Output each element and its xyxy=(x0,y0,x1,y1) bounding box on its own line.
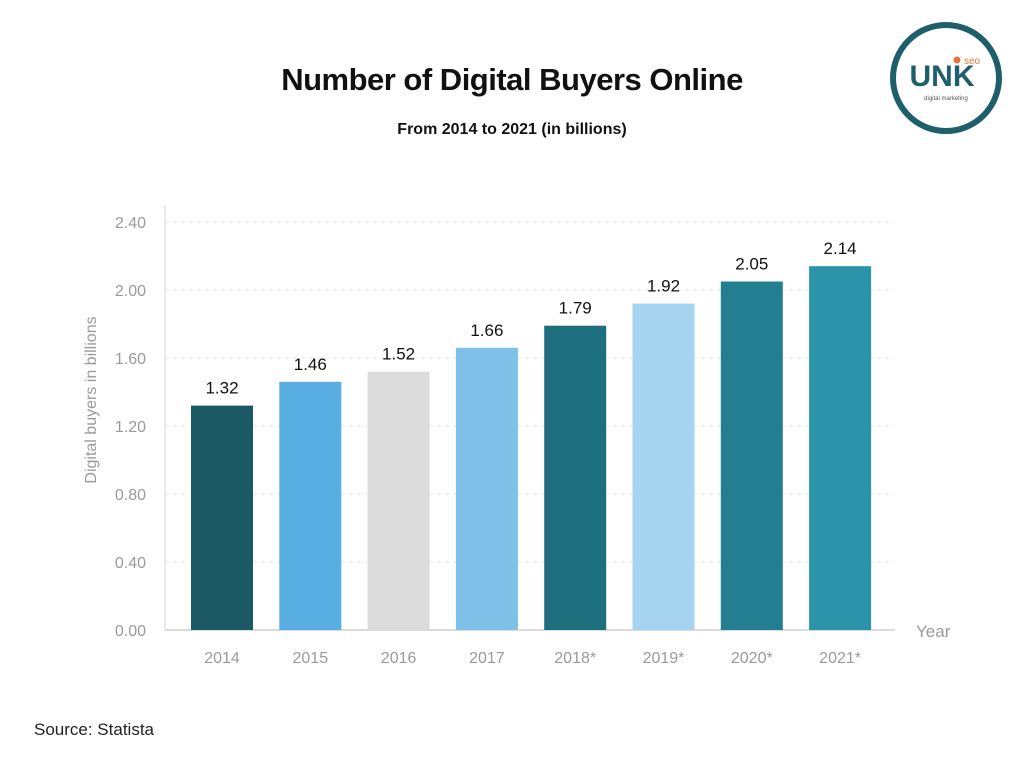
bar-2015 xyxy=(279,381,342,630)
bar-2014 xyxy=(191,405,253,630)
chart-title: Number of Digital Buyers Online xyxy=(281,62,743,97)
value-label: 1.52 xyxy=(382,345,415,364)
x-tick-label: 2018* xyxy=(554,650,596,667)
value-label: 1.66 xyxy=(470,321,503,340)
x-tick-label: 2017 xyxy=(469,650,505,667)
x-axis-label: Year xyxy=(916,622,951,641)
y-tick-label: 1.20 xyxy=(115,419,146,436)
bar-2020 xyxy=(720,281,783,630)
x-tick-label: 2014 xyxy=(204,650,240,667)
y-tick-label: 2.40 xyxy=(115,215,146,232)
x-axis: 2014 2015 2016 2017 2018* 2019* 2020* 2021* xyxy=(204,650,861,667)
x-tick-label: 2021* xyxy=(819,650,861,667)
x-tick-label: 2016 xyxy=(381,650,417,667)
y-axis-label: Digital buyers in billions xyxy=(83,316,100,483)
company-logo: UNK seo digital marketing xyxy=(888,20,1004,136)
value-label: 1.92 xyxy=(647,277,680,296)
bar-2019 xyxy=(632,303,695,630)
bar-2021 xyxy=(809,266,872,630)
y-tick-label: 0.80 xyxy=(115,487,146,504)
y-tick-label: 0.00 xyxy=(115,623,146,640)
logo-main-text: UNK xyxy=(910,60,975,93)
value-label: 1.46 xyxy=(294,355,327,374)
x-tick-label: 2019* xyxy=(643,650,685,667)
logo-badge-text: seo xyxy=(964,56,981,67)
y-tick-label: 2.00 xyxy=(115,283,146,300)
value-label: 2.14 xyxy=(824,239,857,258)
value-labels: 1.32 1.46 1.52 1.66 1.79 1.92 2.05 2.14 xyxy=(205,239,856,397)
logo-tagline: digital marketing xyxy=(924,96,968,102)
chart-subtitle: From 2014 to 2021 (in billions) xyxy=(397,121,627,138)
value-label: 1.79 xyxy=(559,299,592,318)
grid-lines xyxy=(165,221,895,563)
source-note: Source: Statista xyxy=(34,720,155,739)
x-tick-label: 2020* xyxy=(731,650,773,667)
bar-2017 xyxy=(455,347,518,630)
bar-2016 xyxy=(367,371,430,630)
bars xyxy=(191,266,872,630)
value-label: 2.05 xyxy=(735,255,768,274)
y-tick-label: 1.60 xyxy=(115,351,146,368)
value-label: 1.32 xyxy=(205,379,238,398)
bar-2018 xyxy=(544,325,607,630)
y-tick-label: 0.40 xyxy=(115,555,146,572)
x-tick-label: 2015 xyxy=(293,650,329,667)
